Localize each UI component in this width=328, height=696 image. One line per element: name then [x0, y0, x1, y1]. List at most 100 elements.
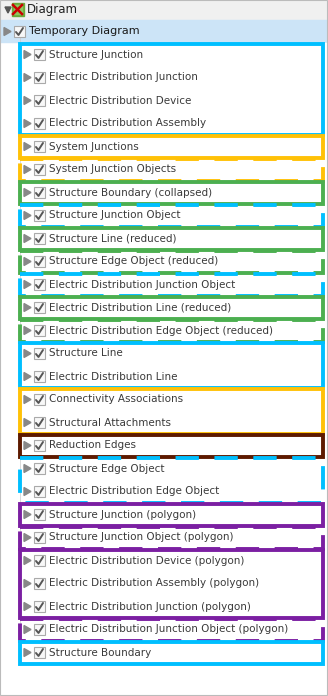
Bar — [20, 89, 328, 111]
Text: Connectivity Associations: Connectivity Associations — [49, 395, 183, 404]
Polygon shape — [24, 349, 31, 358]
Bar — [34, 394, 45, 405]
Text: Electric Distribution Assembly: Electric Distribution Assembly — [49, 118, 206, 129]
Bar — [20, 641, 328, 663]
Bar — [20, 228, 323, 249]
Bar — [34, 72, 45, 83]
Text: Electric Distribution Junction Object (polygon): Electric Distribution Junction Object (p… — [49, 624, 288, 635]
Bar — [34, 233, 45, 244]
Bar — [20, 503, 328, 525]
Text: Structure Edge Object (reduced): Structure Edge Object (reduced) — [49, 257, 218, 267]
Bar — [20, 365, 328, 387]
Polygon shape — [24, 235, 31, 242]
Bar — [20, 434, 328, 456]
Text: Electric Distribution Edge Object: Electric Distribution Edge Object — [49, 487, 219, 496]
Bar — [20, 411, 328, 433]
Text: Structure Boundary: Structure Boundary — [49, 647, 151, 658]
Text: Structure Junction Object: Structure Junction Object — [49, 210, 180, 221]
Bar — [20, 618, 328, 640]
Polygon shape — [24, 143, 31, 150]
Bar — [34, 95, 45, 106]
Bar — [20, 434, 323, 457]
Text: Structure Edge Object: Structure Edge Object — [49, 464, 165, 473]
Bar — [20, 457, 328, 479]
Polygon shape — [24, 303, 31, 312]
Polygon shape — [4, 28, 11, 35]
Text: Electric Distribution Edge Object (reduced): Electric Distribution Edge Object (reduc… — [49, 326, 273, 335]
Bar — [34, 463, 45, 474]
Bar — [34, 141, 45, 152]
Bar — [34, 532, 45, 543]
Bar — [20, 181, 328, 203]
Bar — [34, 578, 45, 589]
Bar — [34, 371, 45, 382]
Bar — [20, 619, 323, 640]
Bar — [34, 417, 45, 428]
Bar — [20, 66, 328, 88]
Text: Diagram: Diagram — [27, 3, 78, 17]
Polygon shape — [24, 441, 31, 450]
Text: Structure Junction Object (polygon): Structure Junction Object (polygon) — [49, 532, 234, 542]
Text: Reduction Edges: Reduction Edges — [49, 441, 136, 450]
Text: Electric Distribution Assembly (polygon): Electric Distribution Assembly (polygon) — [49, 578, 259, 589]
Bar — [20, 342, 328, 364]
Polygon shape — [5, 7, 11, 13]
Text: Structure Line (reduced): Structure Line (reduced) — [49, 233, 176, 244]
Bar — [20, 342, 323, 388]
Text: System Junctions: System Junctions — [49, 141, 139, 152]
Bar — [20, 642, 323, 663]
Bar — [20, 43, 323, 134]
Bar — [20, 503, 323, 525]
Bar — [20, 158, 328, 180]
Bar — [34, 325, 45, 336]
Bar — [34, 279, 45, 290]
Text: Electric Distribution Line (reduced): Electric Distribution Line (reduced) — [49, 303, 231, 313]
Polygon shape — [24, 534, 31, 541]
Bar — [14, 5, 22, 14]
Bar — [20, 595, 328, 617]
Text: Temporary Diagram: Temporary Diagram — [29, 26, 140, 36]
Bar — [34, 624, 45, 635]
Text: Structural Attachments: Structural Attachments — [49, 418, 171, 427]
Bar — [20, 182, 323, 203]
Bar — [20, 136, 323, 157]
Bar — [20, 526, 328, 548]
Bar — [20, 550, 323, 617]
Text: Electric Distribution Device: Electric Distribution Device — [49, 95, 191, 106]
Polygon shape — [24, 97, 31, 104]
Bar — [34, 440, 45, 451]
Polygon shape — [24, 649, 31, 656]
Text: Structure Line: Structure Line — [49, 349, 123, 358]
Text: Electric Distribution Device (polygon): Electric Distribution Device (polygon) — [49, 555, 244, 565]
Bar — [20, 319, 328, 341]
Bar — [20, 159, 323, 180]
Bar — [20, 296, 323, 319]
Bar — [20, 135, 328, 157]
Bar — [20, 273, 328, 295]
Polygon shape — [24, 120, 31, 127]
Bar — [34, 49, 45, 60]
Bar — [0, 20, 328, 42]
Polygon shape — [24, 603, 31, 610]
Bar — [34, 164, 45, 175]
Bar — [34, 555, 45, 566]
Text: Electric Distribution Junction: Electric Distribution Junction — [49, 72, 198, 83]
Polygon shape — [24, 580, 31, 587]
Text: Structure Junction (polygon): Structure Junction (polygon) — [49, 509, 196, 519]
Bar — [12, 3, 24, 16]
Text: Electric Distribution Line: Electric Distribution Line — [49, 372, 177, 381]
Polygon shape — [24, 280, 31, 289]
Text: Electric Distribution Junction Object: Electric Distribution Junction Object — [49, 280, 235, 290]
Bar — [20, 205, 323, 226]
Bar — [20, 526, 323, 548]
Polygon shape — [24, 510, 31, 519]
Bar — [34, 348, 45, 359]
Bar — [20, 227, 328, 249]
Bar — [20, 388, 328, 410]
Polygon shape — [24, 51, 31, 58]
Bar — [20, 250, 328, 272]
Polygon shape — [24, 372, 31, 381]
Polygon shape — [24, 258, 31, 265]
Bar — [34, 647, 45, 658]
Bar — [34, 486, 45, 497]
